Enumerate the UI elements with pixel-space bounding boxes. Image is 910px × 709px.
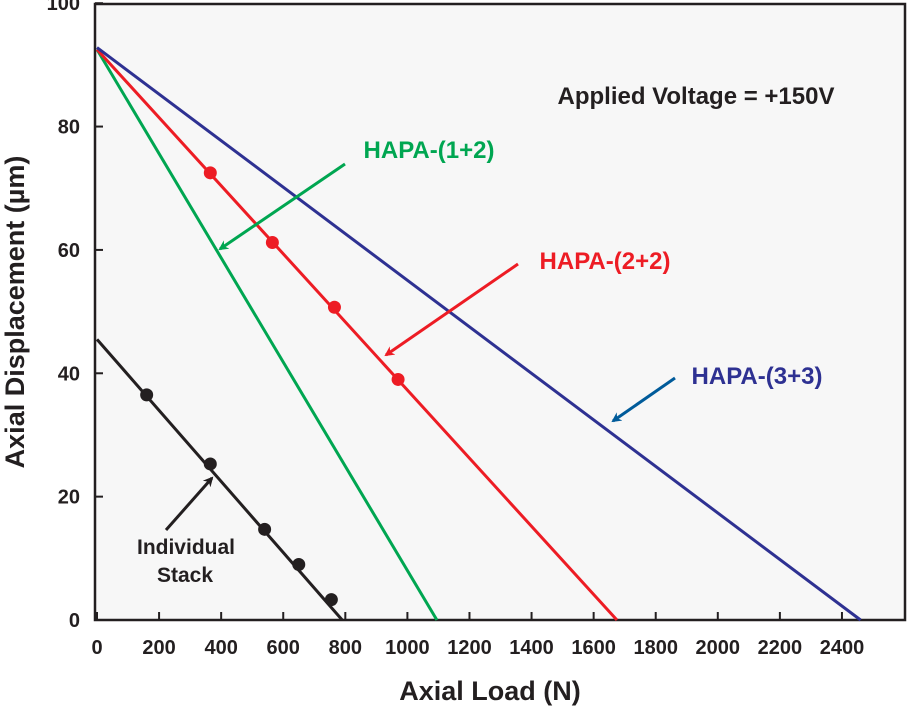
label-arrow-3: [611, 376, 676, 423]
x-tick-label: 600: [267, 637, 300, 659]
data-point-0: [324, 593, 338, 607]
y-tick-label: 80: [58, 117, 80, 139]
y-tick-label: 100: [47, 0, 80, 15]
label-stack: Stack: [157, 564, 213, 587]
y-tick-label: 40: [58, 363, 80, 385]
data-point-2: [265, 236, 279, 250]
x-tick-label: 1400: [509, 637, 554, 659]
x-tick-label: 200: [142, 637, 175, 659]
x-tick-label: 1200: [447, 637, 492, 659]
y-tick-label: 20: [58, 487, 80, 509]
x-tick-label: 1600: [571, 637, 616, 659]
x-tick-label: 2400: [820, 637, 865, 659]
series-lines: [95, 46, 862, 622]
y-tick-label: 60: [58, 240, 80, 262]
series-line-3: [96, 46, 862, 622]
label-hapa-3-3: HAPA-(3+3): [692, 363, 823, 390]
y-tick-label: 0: [69, 610, 80, 632]
data-point-0: [203, 457, 217, 471]
label-hapa-2-2: HAPA-(2+2): [540, 248, 671, 275]
axis-ticks: 0 200 400 600 800 1000 1200 1400 1600 1800 2000 220…: [47, 0, 865, 659]
data-point-0: [292, 557, 306, 571]
x-tick-label: 400: [204, 637, 237, 659]
x-tick-label: 2000: [696, 637, 741, 659]
series-points: [140, 166, 405, 607]
x-tick-label: 2200: [758, 637, 803, 659]
label-arrow-1: [218, 162, 346, 251]
plot-area: [93, 2, 907, 622]
label-individual: Individual: [137, 536, 235, 559]
data-point-2: [203, 166, 217, 180]
data-point-2: [327, 300, 341, 314]
label-arrows: [164, 162, 676, 531]
data-point-0: [258, 522, 272, 536]
x-tick-label: 800: [329, 637, 362, 659]
x-tick-label: 0: [91, 637, 102, 659]
series-line-2: [95, 48, 619, 622]
series-line-0: [95, 338, 344, 621]
annotation-applied-voltage: Applied Voltage = +150V: [558, 83, 835, 110]
y-axis-label: Axial Displacement (µm): [0, 156, 30, 469]
x-axis-label: Axial Load (N): [399, 676, 581, 706]
data-point-0: [140, 388, 154, 402]
label-arrow-2: [384, 262, 519, 357]
x-tick-label: 1800: [633, 637, 678, 659]
series-line-1: [95, 48, 439, 621]
label-hapa-1-2: HAPA-(1+2): [364, 137, 495, 164]
x-tick-label: 1000: [385, 637, 430, 659]
label-arrow-0: [164, 476, 214, 531]
data-point-2: [391, 372, 405, 386]
